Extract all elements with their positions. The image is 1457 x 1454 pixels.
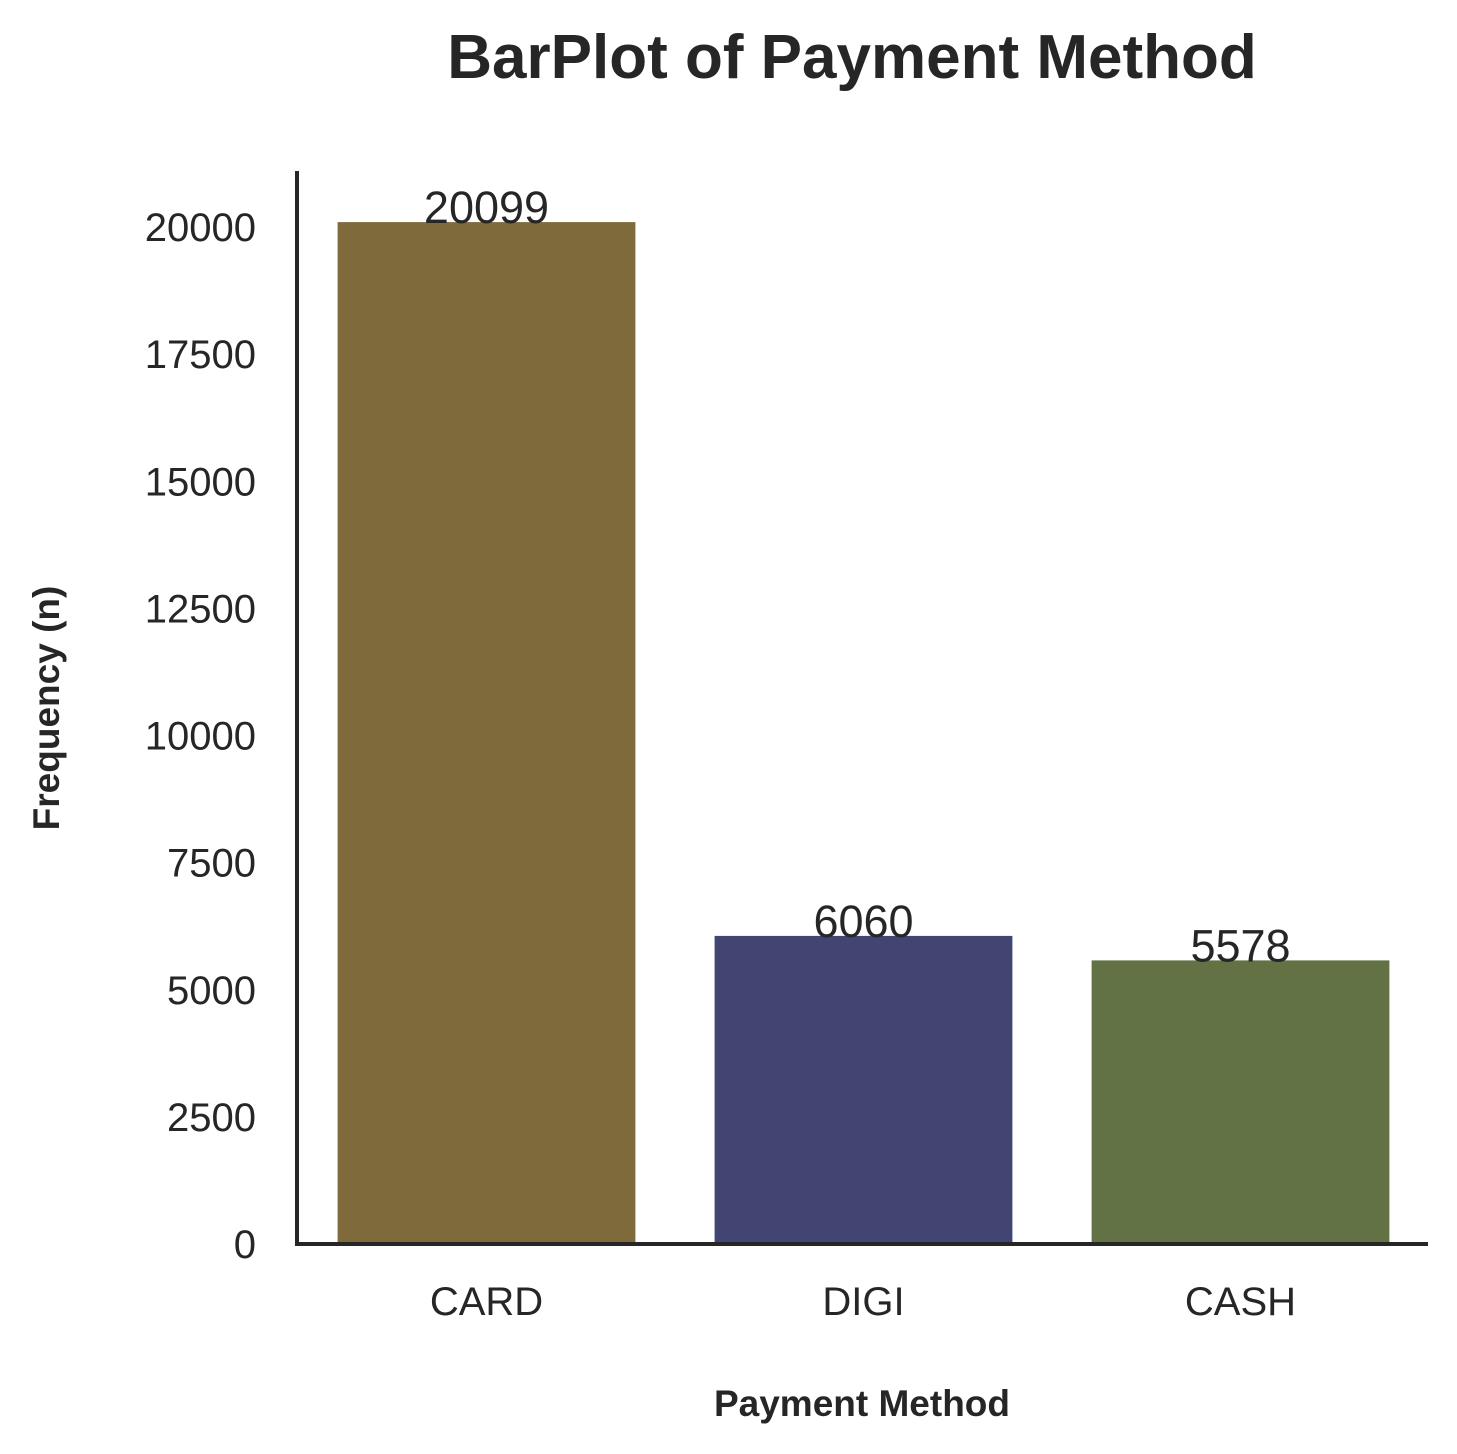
data-label-card: 20099 [424,182,549,233]
chart-title: BarPlot of Payment Method [447,23,1257,92]
x-tick-label-card: CARD [430,1280,543,1324]
y-tick-label: 20000 [145,206,256,250]
y-tick-label: 0 [234,1223,256,1267]
bar-card [337,222,636,1245]
bar-cash [1091,960,1390,1244]
y-tick-label: 17500 [145,333,256,377]
y-tick-label: 12500 [145,588,256,632]
data-labels-group: 20099 6060 5578 [424,182,1291,971]
y-tick-label: 7500 [167,842,256,886]
y-tick-label: 2500 [167,1096,256,1140]
bar-digi [714,935,1013,1244]
bars-group [337,222,1390,1245]
data-label-cash: 5578 [1190,920,1290,971]
y-tick-label: 15000 [145,460,256,504]
y-axis-label: Frequency (n) [26,586,67,831]
x-tick-label-digi: DIGI [822,1280,904,1324]
y-axis-ticks: 0 2500 5000 7500 10000 12500 15000 17500 20000 [145,206,256,1267]
x-axis-label: Payment Method [714,1383,1010,1424]
data-label-digi: 6060 [813,896,913,947]
y-tick-label: 10000 [145,715,256,759]
x-tick-label-cash: CASH [1185,1280,1296,1324]
x-axis-ticks: CARD DIGI CASH [430,1280,1296,1324]
y-tick-label: 5000 [167,969,256,1013]
